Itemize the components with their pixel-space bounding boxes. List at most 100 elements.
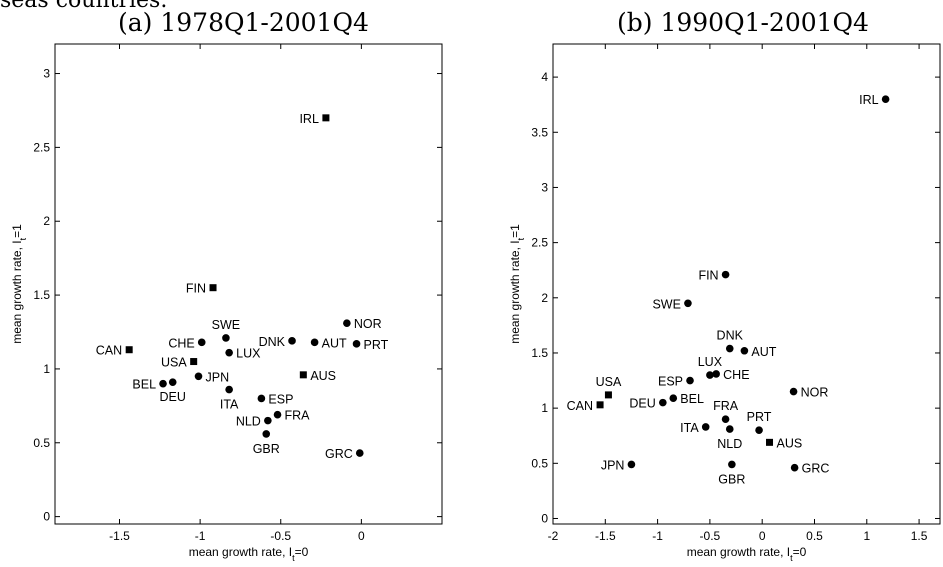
marker-ita [225,385,233,394]
marker-fin [209,284,217,292]
marker-jpn [627,460,636,469]
label-jpn: JPN [206,370,230,384]
marker-usa [604,391,612,399]
marker-aut [310,338,319,347]
marker-bel [669,394,678,403]
label-can: CAN [96,344,122,358]
panel-a-ytick-label: 1 [43,362,50,376]
marker-dnk [288,337,296,345]
marker-aut [740,346,749,355]
label-esp: ESP [268,392,293,406]
label-gbr: GBR [253,442,280,456]
marker-aus [766,438,774,446]
marker-che [712,370,720,378]
panel-b-xtick-label: -1 [652,529,663,543]
label-ita: ITA [220,398,239,412]
panel-b-xtick-label: -0.5 [700,529,721,543]
marker-deu [659,398,667,407]
label-lux: LUX [236,347,261,361]
marker-gbr [728,460,736,469]
label-grc: GRC [325,447,353,461]
marker-esp [257,394,266,403]
panel-b-xtick-label: 0 [759,529,766,543]
panel-a-ytick-label: 0 [43,510,50,524]
panel-b-xtick-label: -2 [548,529,559,543]
marker-deu [168,378,177,387]
label-nor: NOR [354,317,382,331]
marker-fra [273,410,282,419]
label-aut: AUT [322,336,347,350]
marker-dnk [725,344,734,353]
marker-swe [222,334,230,342]
marker-nor [343,319,351,327]
label-usa: USA [596,375,622,389]
panel-a-title: (a) 1978Q1-2001Q4 [118,8,369,37]
panel-a-xtick-label: -1 [195,529,206,543]
panel-b-ytick-label: 0 [541,511,548,525]
panel-b-title: (b) 1990Q1-2001Q4 [617,8,869,37]
panel-b-ytick-label: 2 [541,291,548,305]
panel-a-xtick-label: -1.5 [109,529,130,543]
marker-grc [355,449,364,457]
marker-esp [686,376,694,385]
marker-ita [701,423,710,431]
panel-a-ytick-label: 2 [43,214,50,228]
label-nld: NLD [717,437,742,451]
label-nld: NLD [236,415,261,429]
label-lux: LUX [698,355,723,369]
panel-b-xtick-label: 1.5 [911,529,928,543]
label-prt: PRT [364,338,389,352]
panel-a-ytick-label: 2.5 [33,140,50,154]
marker-fra [721,415,730,423]
label-swe: SWE [652,297,680,311]
label-dnk: DNK [259,335,286,349]
marker-aus [299,371,307,379]
label-prt: PRT [747,410,772,424]
marker-irl [322,114,330,122]
marker-can [596,401,604,409]
label-fra: FRA [285,409,311,423]
marker-nld [264,416,272,425]
panel-a-ylabel: mean growth rate, It=1 [10,224,28,344]
marker-fin [721,270,730,279]
panel-b-ytick-label: 1.5 [531,346,548,360]
marker-gbr [262,430,271,438]
label-ita: ITA [680,421,699,435]
label-swe: SWE [212,318,240,332]
panel-b-ytick-label: 1 [541,401,548,415]
marker-swe [684,299,692,308]
panel-b-ytick-label: 3.5 [531,125,548,139]
panel-a-ytick-label: 0.5 [33,436,50,450]
panel-b-ytick-label: 3 [541,180,548,194]
label-aus: AUS [777,436,803,450]
panel-a-xtick-label: 0 [358,529,365,543]
marker-bel [159,379,167,388]
label-can: CAN [567,399,593,413]
marker-jpn [194,372,203,381]
label-deu: DEU [629,397,655,411]
panel-a-xlabel: mean growth rate, It=0 [189,545,309,563]
label-dnk: DNK [717,329,744,343]
panel-a-ytick-label: 1.5 [33,288,50,302]
label-irl: IRL [299,112,319,126]
label-esp: ESP [658,375,683,389]
marker-nor [789,387,798,396]
marker-lux [706,371,714,379]
label-fra: FRA [713,399,739,413]
marker-usa [190,358,198,366]
marker-lux [225,348,233,357]
panel-b-xlabel: mean growth rate, It=0 [687,545,807,563]
marker-che [197,338,206,347]
panel-b-xtick-label: 0.5 [806,529,823,543]
label-bel: BEL [680,392,704,406]
label-gbr: GBR [718,472,745,486]
label-usa: USA [161,356,187,370]
label-irl: IRL [859,93,879,107]
marker-grc [790,463,799,472]
panel-b-frame [552,43,941,525]
panel-a-frame [54,43,443,525]
panel-a-ytick-label: 3 [43,67,50,81]
panel-b-xtick-label: 1 [863,529,870,543]
label-bel: BEL [132,378,156,392]
